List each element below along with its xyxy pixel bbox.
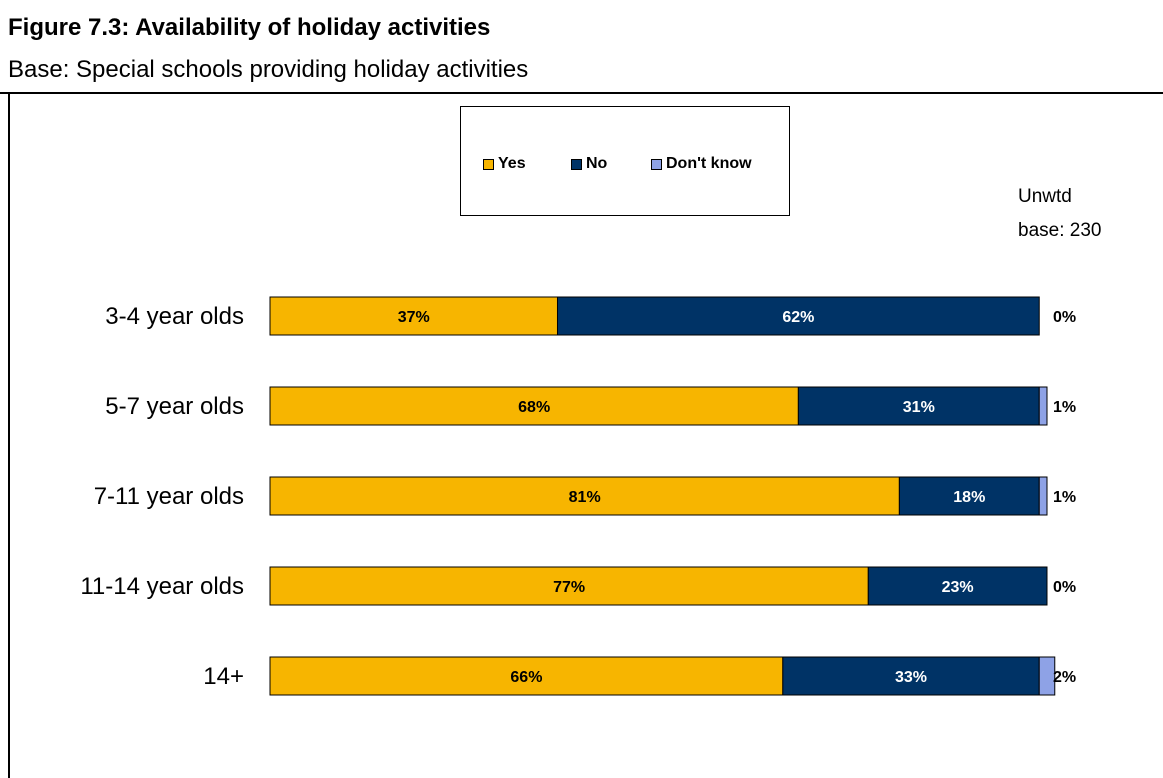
- legend-swatch-dont-know: [651, 158, 662, 170]
- data-label-yes: 77%: [553, 579, 585, 596]
- bar-segment-no: [556, 296, 1040, 336]
- category-label: 5-7 year olds: [105, 393, 244, 420]
- legend-label-no: No: [586, 155, 608, 172]
- data-label-yes: 37%: [398, 309, 430, 326]
- legend-item-yes: Yes: [483, 155, 526, 173]
- category-label: 7-11 year olds: [94, 483, 244, 510]
- chart-legend: Yes No Don't know: [460, 106, 790, 216]
- data-label-dont-know: 0%: [1053, 579, 1076, 596]
- bar-segment-dont-know: [1038, 476, 1048, 516]
- legend-label-dont-know: Don't know: [666, 155, 752, 172]
- data-label-dont-know: 0%: [1053, 309, 1076, 326]
- figure-header: Figure 7.3: Availability of holiday acti…: [0, 0, 1163, 94]
- data-label-no: 23%: [942, 579, 974, 596]
- bar-segment-yes: [269, 476, 900, 516]
- bar-segment-yes: [269, 296, 558, 336]
- data-label-dont-know: 1%: [1053, 399, 1076, 416]
- bar-segment-yes: [269, 656, 784, 696]
- data-label-yes: 66%: [510, 669, 542, 686]
- base-note-line1: Unwtd: [1018, 186, 1072, 207]
- unweighted-base-note: Unwtd base: 230: [1018, 180, 1101, 248]
- category-label: 14+: [203, 663, 244, 690]
- bar-segment-dont-know: [1038, 656, 1056, 696]
- bar-segment-no: [898, 476, 1040, 516]
- data-label-dont-know: 2%: [1053, 669, 1076, 686]
- figure-title: Figure 7.3: Availability of holiday acti…: [8, 14, 491, 41]
- bar-segment-no: [867, 566, 1048, 606]
- data-label-no: 31%: [903, 399, 935, 416]
- bar-segment-yes: [269, 566, 869, 606]
- category-label: 11-14 year olds: [80, 573, 244, 600]
- legend-swatch-no: [571, 158, 582, 170]
- bar-segment-dont-know: [1038, 386, 1048, 426]
- bar-segment-no: [782, 656, 1040, 696]
- figure-subtitle: Base: Special schools providing holiday …: [8, 56, 529, 83]
- data-label-dont-know: 1%: [1053, 489, 1076, 506]
- legend-label-yes: Yes: [498, 155, 526, 172]
- data-label-yes: 81%: [569, 489, 601, 506]
- legend-swatch-yes: [483, 158, 494, 170]
- data-label-no: 62%: [782, 309, 814, 326]
- legend-item-dont-know: Don't know: [651, 155, 752, 173]
- category-label: 3-4 year olds: [105, 303, 244, 330]
- data-label-no: 33%: [895, 669, 927, 686]
- base-note-line2: base: 230: [1018, 220, 1102, 241]
- chart-frame: [8, 94, 1163, 778]
- data-label-no: 18%: [953, 489, 985, 506]
- legend-item-no: No: [571, 155, 607, 173]
- data-label-yes: 68%: [518, 399, 550, 416]
